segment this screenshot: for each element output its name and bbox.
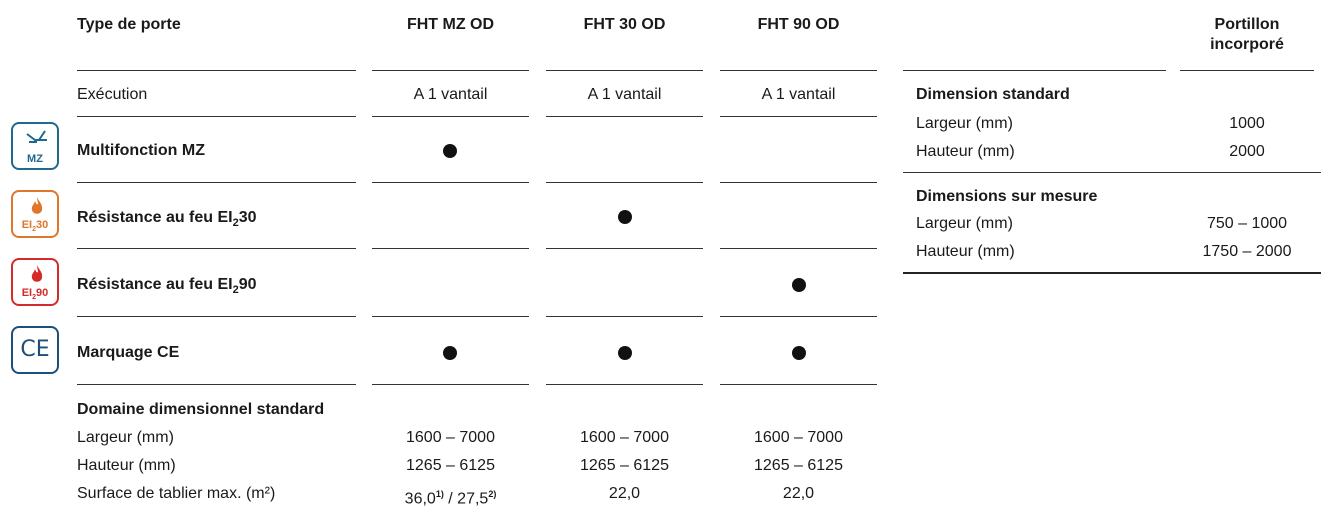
mz-icon-text: MZ bbox=[27, 153, 43, 165]
row-rule bbox=[372, 384, 529, 385]
hauteur-value-col3: 1265 – 6125 bbox=[754, 457, 843, 474]
side-mid-rule bbox=[903, 172, 1321, 173]
dimension-standard-heading: Dimension standard bbox=[916, 86, 1070, 103]
ei30-label-sub: 2 bbox=[232, 217, 239, 230]
ei90-icon-text-sub: 2 bbox=[32, 294, 37, 301]
row-rule bbox=[720, 116, 877, 117]
ei30-fire-icon: EI230 bbox=[11, 190, 59, 238]
row-rule bbox=[720, 182, 877, 183]
ei30-icon-text-post: 30 bbox=[36, 218, 49, 231]
header-rule-col2 bbox=[546, 70, 703, 71]
multifunction-tools-icon bbox=[26, 130, 47, 143]
ce-marking-icon: CE bbox=[11, 326, 59, 374]
largeur-value-col3: 1600 – 7000 bbox=[754, 429, 843, 446]
mes-hauteur-label: Hauteur (mm) bbox=[916, 243, 1015, 260]
multifonction-mz-label: Multifonction MZ bbox=[77, 142, 205, 159]
row-rule bbox=[720, 384, 877, 385]
dimensions-sur-mesure-heading: Dimensions sur mesure bbox=[916, 188, 1098, 205]
ei90-label-post: 90 bbox=[238, 276, 257, 293]
surface-label: Surface de tablier max. (m²) bbox=[77, 485, 276, 502]
multifonction-mz-icon: MZ bbox=[11, 122, 59, 170]
row-rule bbox=[546, 182, 703, 183]
ei90-icon-text-post: 90 bbox=[36, 286, 49, 299]
side-header-rule-right bbox=[1180, 70, 1314, 71]
mes-largeur-value: 750 – 1000 bbox=[1206, 215, 1288, 232]
row-rule bbox=[372, 182, 529, 183]
row-rule bbox=[372, 248, 529, 249]
ei90-fire-icon: EI290 bbox=[11, 258, 59, 306]
execution-value-col1: A 1 vantail bbox=[413, 86, 488, 103]
header-rule-col1 bbox=[372, 70, 529, 71]
ei30-label-pre: Résistance au feu EI bbox=[77, 209, 233, 226]
resistance-feu-ei30-label: Résistance au feu EI230 bbox=[77, 208, 257, 233]
hauteur-value-col2: 1265 – 6125 bbox=[580, 457, 669, 474]
mz-dot-col1 bbox=[443, 144, 457, 158]
row-rule bbox=[77, 316, 356, 317]
side-bottom-rule bbox=[903, 272, 1321, 274]
row-rule bbox=[546, 384, 703, 385]
marquage-ce-label: Marquage CE bbox=[77, 344, 180, 361]
surface-value-col2: 22,0 bbox=[608, 485, 641, 502]
ei90-icon-text-pre: EI bbox=[21, 286, 33, 299]
largeur-value-col1: 1600 – 7000 bbox=[406, 429, 495, 446]
execution-label: Exécution bbox=[77, 86, 148, 103]
ei90-dot-col3 bbox=[792, 278, 806, 292]
execution-value-col2: A 1 vantail bbox=[587, 86, 662, 103]
ei90-icon-text: EI290 bbox=[13, 287, 57, 301]
execution-value-col3: A 1 vantail bbox=[761, 86, 836, 103]
largeur-label: Largeur (mm) bbox=[77, 429, 174, 446]
ei30-label-post: 30 bbox=[238, 209, 257, 226]
surface-value-b: 27,5 bbox=[457, 490, 489, 508]
std-hauteur-label: Hauteur (mm) bbox=[916, 143, 1015, 160]
largeur-value-col2: 1600 – 7000 bbox=[580, 429, 669, 446]
column-header-fht-90-od: FHT 90 OD bbox=[757, 16, 840, 33]
ei90-label-pre: Résistance au feu EI bbox=[77, 276, 233, 293]
mes-hauteur-value: 1750 – 2000 bbox=[1202, 243, 1292, 260]
flame-icon bbox=[31, 197, 43, 214]
hauteur-value-col1: 1265 – 6125 bbox=[406, 457, 495, 474]
ce-dot-col2 bbox=[618, 346, 632, 360]
ei30-icon-text-sub: 2 bbox=[32, 226, 37, 233]
column-header-fht-30-od: FHT 30 OD bbox=[583, 16, 666, 33]
resistance-feu-ei90-label: Résistance au feu EI290 bbox=[77, 275, 257, 300]
row-rule bbox=[77, 182, 356, 183]
row-rule bbox=[372, 116, 529, 117]
row-rule bbox=[77, 384, 356, 385]
type-de-porte-heading: Type de porte bbox=[77, 16, 181, 33]
ei30-icon-text: EI230 bbox=[13, 219, 57, 233]
surface-value-a: 36,0 bbox=[404, 490, 436, 508]
ce-icon-text: CE bbox=[20, 337, 50, 362]
footnote-2: 2) bbox=[488, 489, 497, 499]
footnote-1: 1) bbox=[435, 489, 444, 499]
ce-dot-col1 bbox=[443, 346, 457, 360]
header-rule-label bbox=[77, 70, 356, 71]
row-rule bbox=[720, 316, 877, 317]
ei90-label-sub: 2 bbox=[232, 284, 239, 297]
std-hauteur-value: 2000 bbox=[1229, 143, 1265, 160]
column-header-fht-mz-od: FHT MZ OD bbox=[406, 16, 495, 33]
row-rule bbox=[546, 248, 703, 249]
side-title-portillon: Portillon bbox=[1214, 16, 1280, 33]
std-largeur-label: Largeur (mm) bbox=[916, 115, 1013, 132]
row-rule bbox=[720, 248, 877, 249]
std-largeur-value: 1000 bbox=[1229, 115, 1265, 132]
ei30-icon-text-pre: EI bbox=[21, 218, 33, 231]
row-rule bbox=[77, 248, 356, 249]
surface-sep: / bbox=[443, 490, 458, 508]
side-title-incorpore: incorporé bbox=[1210, 36, 1284, 53]
header-rule-col3 bbox=[720, 70, 877, 71]
side-header-rule-left bbox=[903, 70, 1166, 71]
row-rule bbox=[372, 316, 529, 317]
ce-dot-col3 bbox=[792, 346, 806, 360]
row-rule bbox=[546, 116, 703, 117]
row-rule bbox=[546, 316, 703, 317]
domaine-dimensionnel-heading: Domaine dimensionnel standard bbox=[77, 401, 325, 418]
hauteur-label: Hauteur (mm) bbox=[77, 457, 176, 474]
ei30-dot-col2 bbox=[618, 210, 632, 224]
flame-icon bbox=[31, 265, 43, 282]
surface-value-col3: 22,0 bbox=[782, 485, 815, 502]
row-rule bbox=[77, 116, 356, 117]
mes-largeur-label: Largeur (mm) bbox=[916, 215, 1013, 232]
surface-value-col1: 36,01) / 27,52) bbox=[372, 484, 529, 509]
